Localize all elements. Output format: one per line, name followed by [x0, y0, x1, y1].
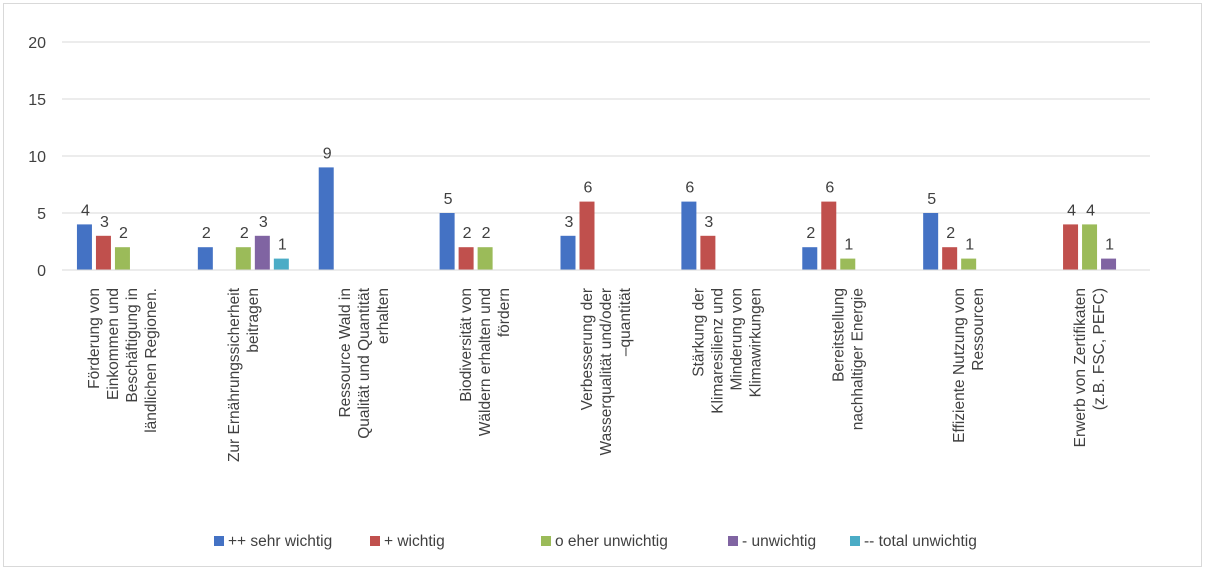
- y-tick-label-10: 10: [28, 149, 46, 166]
- category-label-3-line-2: Qualität und Quantität: [356, 287, 373, 438]
- legend-label-5: -- total unwichtig: [864, 533, 977, 550]
- bar-6-series-2: [700, 236, 715, 270]
- data-label-2-series-1: 2: [202, 225, 211, 242]
- bar-1-series-2: [96, 236, 111, 270]
- category-label-8-line-1: Effiziente Nutzung von: [951, 288, 968, 443]
- data-label-3-series-1: 9: [323, 145, 332, 162]
- data-label-8-series-3: 1: [965, 237, 974, 254]
- category-label-8: Effiziente Nutzung von Ressourcen: [951, 288, 987, 443]
- category-label-2-line-2: beitragen: [245, 288, 262, 353]
- category-label-3-line-3: erhalten: [375, 288, 392, 344]
- category-label-4-line-3: fördern: [496, 288, 513, 337]
- category-label-7: Bereitstellung nachhaltiger Energie: [830, 288, 866, 430]
- data-label-4-series-3: 2: [482, 225, 491, 242]
- data-label-1-series-1: 4: [81, 202, 90, 219]
- category-label-5: Verbesserung der Wasserqualität und/oder –…: [579, 287, 634, 455]
- category-label-1: Förderung von Einkommen und Beschäftigung …: [86, 288, 160, 433]
- category-label-6-line-3: Minderung von: [728, 288, 745, 391]
- legend-swatch-4: [728, 536, 738, 546]
- category-label-9-line-2: (z.B. FSC, PEFC): [1091, 288, 1108, 410]
- data-label-7-series-1: 2: [806, 225, 815, 242]
- data-label-4-series-1: 5: [444, 191, 453, 208]
- data-label-1-series-3: 2: [119, 225, 128, 242]
- bar-5-series-2: [580, 202, 595, 270]
- category-label-7-line-2: nachhaltiger Energie: [849, 288, 866, 430]
- data-label-6-series-1: 6: [685, 180, 694, 197]
- bar-4-series-2: [459, 247, 474, 270]
- bar-2-series-4: [255, 236, 270, 270]
- category-label-6-line-2: Klimaresilienz und: [709, 288, 726, 414]
- data-label-8-series-1: 5: [927, 191, 936, 208]
- category-label-7-line-1: Bereitstellung: [830, 288, 847, 382]
- data-label-1-series-2: 3: [100, 214, 109, 231]
- category-label-1-line-4: ländlichen Regionen.: [143, 288, 160, 433]
- data-label-6-series-2: 3: [704, 214, 713, 231]
- data-label-4-series-2: 2: [463, 225, 472, 242]
- bar-7-series-3: [840, 259, 855, 270]
- legend-label-4: - unwichtig: [742, 533, 816, 550]
- legend-swatch-3: [541, 536, 551, 546]
- y-tick-label-15: 15: [28, 92, 46, 109]
- category-label-4-line-2: Wäldern erhalten und: [477, 288, 494, 436]
- bar-5-series-1: [561, 236, 576, 270]
- legend-label-3: o eher unwichtig: [555, 533, 668, 550]
- bar-7-series-2: [821, 202, 836, 270]
- data-label-5-series-2: 6: [584, 180, 593, 197]
- category-label-5-line-2: Wasserqualität und/oder: [598, 288, 615, 455]
- legend-label-1: ++ sehr wichtig: [228, 533, 332, 550]
- data-label-9-series-2: 4: [1067, 202, 1076, 219]
- y-tick-label-20: 20: [28, 35, 46, 52]
- bar-1-series-1: [77, 224, 92, 270]
- category-label-9: Erwerb von Zertifikaten (z.B. FSC, PEFC): [1072, 288, 1108, 447]
- legend-label-2: + wichtig: [384, 533, 445, 550]
- bar-7-series-1: [802, 247, 817, 270]
- category-label-4: Biodiversität von Wäldern erhalten und för…: [458, 288, 513, 436]
- category-label-2-line-1: Zur Ernährungssicherheit: [226, 287, 243, 462]
- bar-2-series-5: [274, 259, 289, 270]
- bar-4-series-3: [478, 247, 493, 270]
- legend-swatch-1: [214, 536, 224, 546]
- bar-6-series-1: [681, 202, 696, 270]
- bar-3-series-1: [319, 167, 334, 270]
- y-tick-label-5: 5: [37, 206, 46, 223]
- bar-2-series-1: [198, 247, 213, 270]
- data-label-7-series-2: 6: [825, 180, 834, 197]
- data-label-8-series-2: 2: [946, 225, 955, 242]
- y-tick-label-0: 0: [37, 263, 46, 280]
- legend-swatch-2: [370, 536, 380, 546]
- category-label-3-line-1: Ressource Wald in: [337, 288, 354, 418]
- data-label-7-series-3: 1: [844, 237, 853, 254]
- category-label-6: Stärkung der Klimaresilienz und Minderung …: [690, 288, 764, 414]
- category-label-1-line-1: Förderung von: [86, 288, 103, 389]
- category-label-1-line-2: Einkommen und: [105, 288, 122, 400]
- category-label-2: Zur Ernährungssicherheit beitragen: [226, 287, 262, 462]
- data-label-2-series-4: 3: [259, 214, 268, 231]
- category-label-6-line-1: Stärkung der: [690, 288, 707, 377]
- bar-8-series-3: [961, 259, 976, 270]
- data-label-5-series-1: 3: [565, 214, 574, 231]
- bar-8-series-1: [923, 213, 938, 270]
- bar-4-series-1: [440, 213, 455, 270]
- legend-swatch-5: [850, 536, 860, 546]
- category-label-3: Ressource Wald in Qualität und Quantität e…: [337, 287, 392, 438]
- data-label-2-series-5: 1: [278, 237, 287, 254]
- bar-9-series-3: [1082, 224, 1097, 270]
- data-label-2-series-3: 2: [240, 225, 249, 242]
- category-label-9-line-1: Erwerb von Zertifikaten: [1072, 288, 1089, 447]
- data-label-9-series-3: 4: [1086, 202, 1095, 219]
- category-label-1-line-3: Beschäftigung in: [124, 288, 141, 403]
- bar-1-series-3: [115, 247, 130, 270]
- category-label-5-line-3: –quantität: [617, 287, 634, 356]
- category-label-6-line-4: Klimawirkungen: [747, 288, 764, 397]
- category-label-5-line-1: Verbesserung der: [579, 288, 596, 410]
- bar-9-series-2: [1063, 224, 1078, 270]
- data-label-9-series-4: 1: [1105, 237, 1114, 254]
- bar-2-series-3: [236, 247, 251, 270]
- bar-9-series-4: [1101, 259, 1116, 270]
- category-label-4-line-1: Biodiversität von: [458, 288, 475, 402]
- category-label-8-line-2: Ressourcen: [970, 288, 987, 371]
- bar-8-series-2: [942, 247, 957, 270]
